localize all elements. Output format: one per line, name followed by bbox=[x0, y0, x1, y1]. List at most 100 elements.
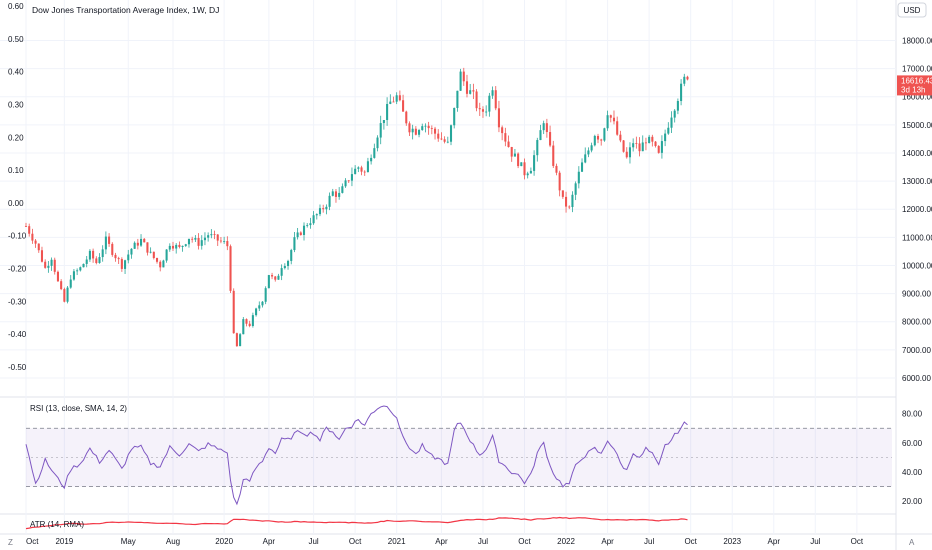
candle[interactable] bbox=[558, 170, 561, 197]
candle[interactable] bbox=[628, 142, 632, 164]
candle[interactable] bbox=[641, 135, 644, 152]
candle[interactable] bbox=[386, 97, 389, 126]
candle[interactable] bbox=[293, 231, 296, 253]
candle[interactable] bbox=[194, 235, 197, 242]
candle[interactable] bbox=[267, 274, 270, 289]
candle[interactable] bbox=[325, 204, 328, 215]
candle[interactable] bbox=[571, 191, 574, 213]
candle[interactable] bbox=[277, 273, 280, 280]
candle[interactable] bbox=[318, 204, 322, 217]
candle[interactable] bbox=[95, 256, 98, 265]
candle[interactable] bbox=[338, 187, 341, 200]
candle[interactable] bbox=[683, 73, 686, 87]
candle[interactable] bbox=[366, 157, 369, 173]
candle[interactable] bbox=[670, 111, 673, 133]
candle[interactable] bbox=[440, 132, 443, 141]
candle[interactable] bbox=[286, 259, 290, 270]
candle[interactable] bbox=[542, 120, 545, 135]
candle[interactable] bbox=[437, 129, 440, 142]
candle[interactable] bbox=[127, 249, 130, 264]
candle[interactable] bbox=[469, 83, 472, 95]
candle[interactable] bbox=[47, 261, 50, 273]
candle[interactable] bbox=[251, 312, 254, 328]
candle[interactable] bbox=[290, 248, 293, 265]
candle[interactable] bbox=[191, 236, 194, 243]
candle[interactable] bbox=[271, 272, 274, 280]
candle[interactable] bbox=[392, 96, 395, 103]
rsi-line[interactable] bbox=[25, 405, 688, 506]
candle[interactable] bbox=[306, 223, 309, 228]
candle[interactable] bbox=[533, 150, 536, 176]
candle[interactable] bbox=[98, 253, 101, 264]
candle[interactable] bbox=[235, 332, 238, 347]
candle[interactable] bbox=[322, 204, 325, 213]
candle[interactable] bbox=[34, 239, 37, 248]
candle[interactable] bbox=[162, 259, 165, 268]
candle[interactable] bbox=[565, 191, 568, 213]
candle[interactable] bbox=[360, 165, 363, 176]
candle[interactable] bbox=[229, 244, 232, 294]
candle[interactable] bbox=[552, 140, 555, 168]
candle[interactable] bbox=[101, 245, 104, 262]
candle[interactable] bbox=[50, 257, 53, 271]
candle[interactable] bbox=[133, 241, 136, 249]
candle[interactable] bbox=[69, 275, 72, 289]
candle[interactable] bbox=[344, 178, 347, 188]
candle[interactable] bbox=[85, 256, 88, 268]
candle[interactable] bbox=[625, 147, 628, 159]
candle[interactable] bbox=[408, 121, 411, 137]
candle[interactable] bbox=[363, 170, 366, 176]
candle[interactable] bbox=[580, 158, 584, 173]
candle[interactable] bbox=[526, 171, 529, 179]
candle[interactable] bbox=[488, 92, 491, 117]
candle[interactable] bbox=[424, 123, 427, 133]
candle[interactable] bbox=[459, 68, 462, 92]
candle[interactable] bbox=[376, 135, 379, 152]
candle[interactable] bbox=[673, 109, 676, 123]
candle[interactable] bbox=[210, 229, 213, 239]
candle[interactable] bbox=[657, 145, 660, 154]
candle[interactable] bbox=[680, 79, 683, 106]
candle[interactable] bbox=[472, 83, 475, 100]
candle[interactable] bbox=[184, 243, 187, 247]
candle[interactable] bbox=[667, 122, 670, 135]
candle[interactable] bbox=[168, 243, 171, 252]
candle[interactable] bbox=[523, 158, 526, 180]
candle[interactable] bbox=[120, 257, 123, 272]
candle[interactable] bbox=[411, 124, 414, 140]
candle[interactable] bbox=[274, 275, 277, 282]
candle[interactable] bbox=[299, 231, 302, 236]
candle[interactable] bbox=[446, 136, 449, 144]
candle[interactable] bbox=[181, 245, 184, 252]
candle[interactable] bbox=[24, 222, 28, 227]
candle[interactable] bbox=[159, 260, 162, 272]
candle[interactable] bbox=[555, 163, 558, 176]
candle[interactable] bbox=[140, 234, 143, 247]
candle[interactable] bbox=[165, 249, 168, 263]
candle[interactable] bbox=[334, 188, 338, 203]
candle[interactable] bbox=[152, 251, 155, 260]
candle[interactable] bbox=[449, 124, 453, 146]
candle[interactable] bbox=[63, 287, 66, 303]
candle[interactable] bbox=[76, 268, 79, 276]
candle[interactable] bbox=[632, 138, 635, 152]
candle[interactable] bbox=[117, 256, 120, 264]
candle[interactable] bbox=[261, 301, 264, 308]
candle[interactable] bbox=[456, 90, 459, 112]
candle[interactable] bbox=[258, 301, 261, 311]
candle[interactable] bbox=[108, 233, 111, 247]
candle[interactable] bbox=[143, 238, 146, 243]
candle[interactable] bbox=[590, 142, 593, 153]
candle[interactable] bbox=[619, 130, 622, 143]
candle[interactable] bbox=[577, 166, 580, 189]
candle[interactable] bbox=[402, 94, 405, 112]
candle[interactable] bbox=[53, 257, 56, 275]
candle[interactable] bbox=[350, 167, 353, 187]
candle[interactable] bbox=[146, 242, 149, 256]
candlestick-series[interactable] bbox=[24, 67, 689, 347]
candle[interactable] bbox=[82, 263, 85, 268]
candle[interactable] bbox=[245, 318, 248, 327]
candle[interactable] bbox=[510, 146, 513, 162]
candle[interactable] bbox=[331, 188, 334, 197]
candle[interactable] bbox=[430, 125, 433, 135]
